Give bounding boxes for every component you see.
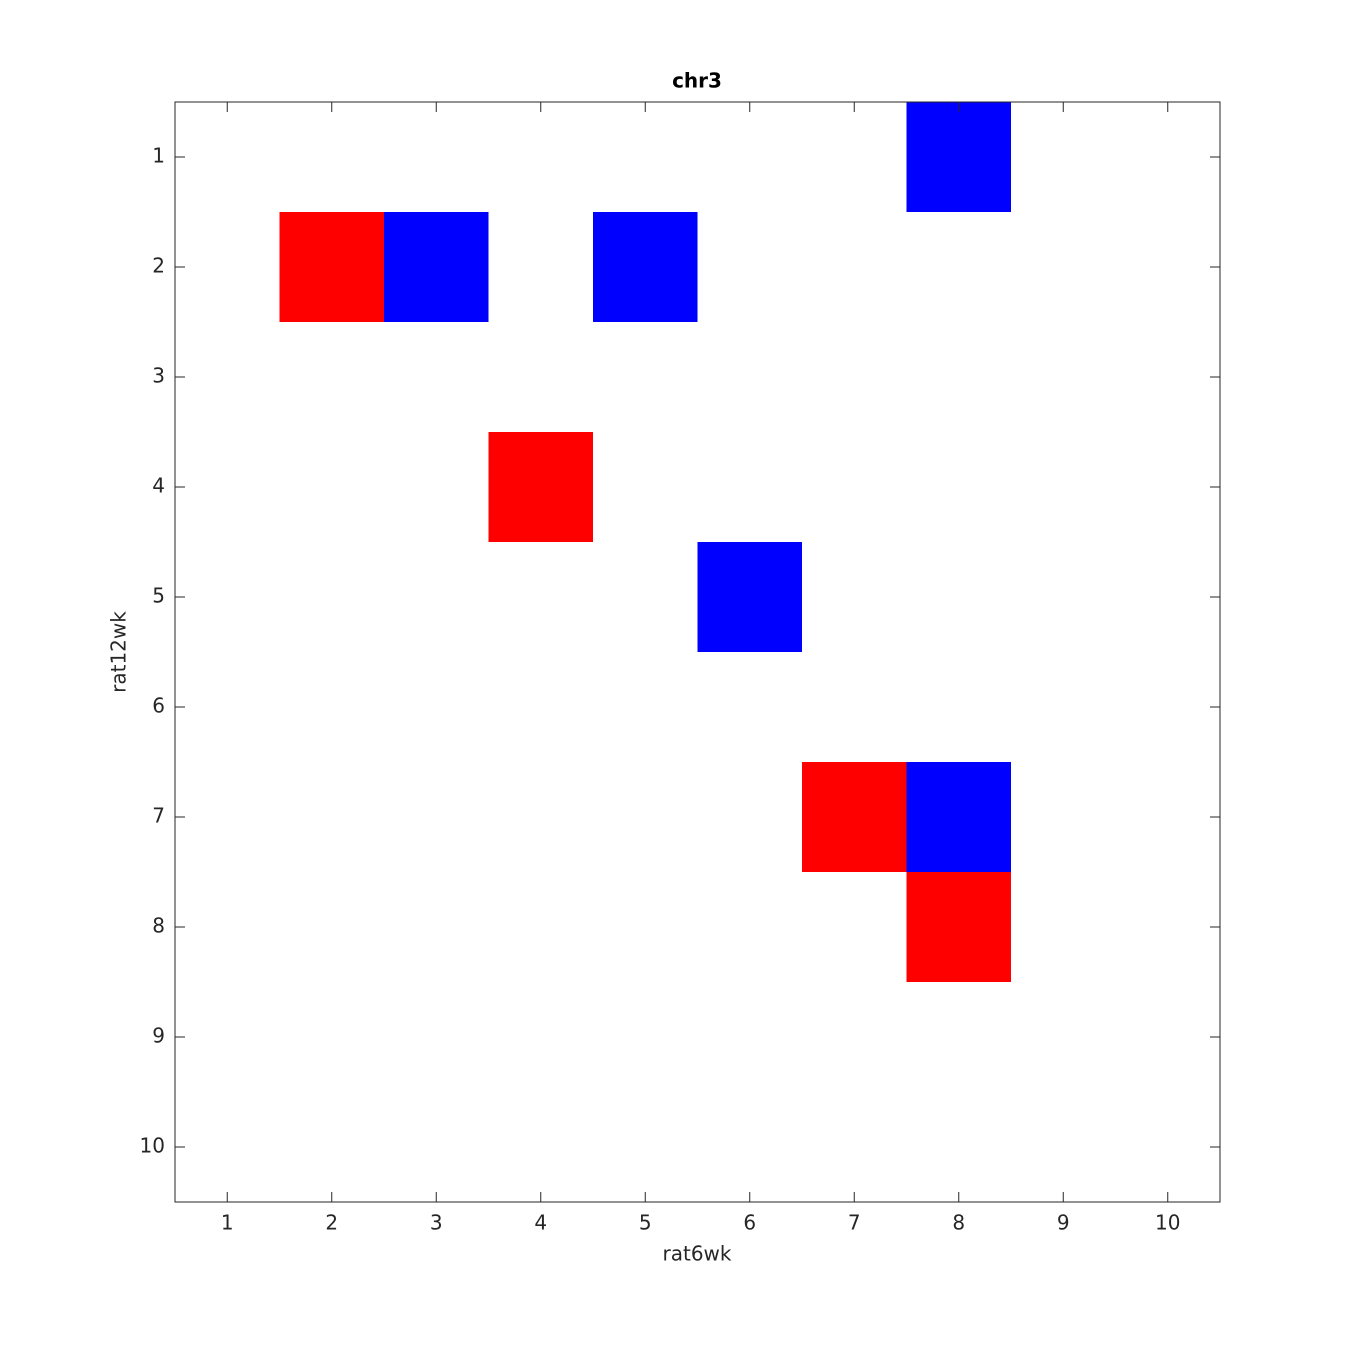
y-tick-label: 9 bbox=[152, 1024, 165, 1048]
cell bbox=[906, 872, 1011, 982]
x-tick-label: 9 bbox=[1057, 1211, 1070, 1235]
y-tick-label: 3 bbox=[152, 364, 165, 388]
y-tick-label: 6 bbox=[152, 694, 165, 718]
x-tick-label: 5 bbox=[639, 1211, 652, 1235]
x-axis-label: rat6wk bbox=[663, 1242, 732, 1266]
cell bbox=[906, 102, 1011, 212]
y-tick-label: 8 bbox=[152, 914, 165, 938]
y-axis-label: rat12wk bbox=[107, 611, 131, 693]
y-tick-label: 2 bbox=[152, 254, 165, 278]
x-tick-label: 10 bbox=[1155, 1211, 1180, 1235]
plot-frame bbox=[174, 101, 1221, 1203]
cell bbox=[697, 542, 802, 652]
cell bbox=[802, 762, 907, 872]
cell bbox=[488, 432, 593, 542]
cell bbox=[384, 212, 489, 322]
y-tick-label: 5 bbox=[152, 584, 165, 608]
chart-title: chr3 bbox=[672, 69, 722, 93]
x-tick-label: 6 bbox=[743, 1211, 756, 1235]
y-tick-label: 1 bbox=[152, 144, 165, 168]
y-tick-label: 10 bbox=[140, 1134, 165, 1158]
x-tick-label: 2 bbox=[325, 1211, 338, 1235]
x-tick-label: 7 bbox=[848, 1211, 861, 1235]
y-tick-label: 7 bbox=[152, 804, 165, 828]
cell bbox=[279, 212, 384, 322]
y-tick-label: 4 bbox=[152, 474, 165, 498]
cell bbox=[906, 762, 1011, 872]
x-tick-label: 4 bbox=[534, 1211, 547, 1235]
cell bbox=[593, 212, 698, 322]
x-tick-label: 3 bbox=[430, 1211, 443, 1235]
x-tick-label: 1 bbox=[221, 1211, 234, 1235]
x-tick-label: 8 bbox=[952, 1211, 965, 1235]
